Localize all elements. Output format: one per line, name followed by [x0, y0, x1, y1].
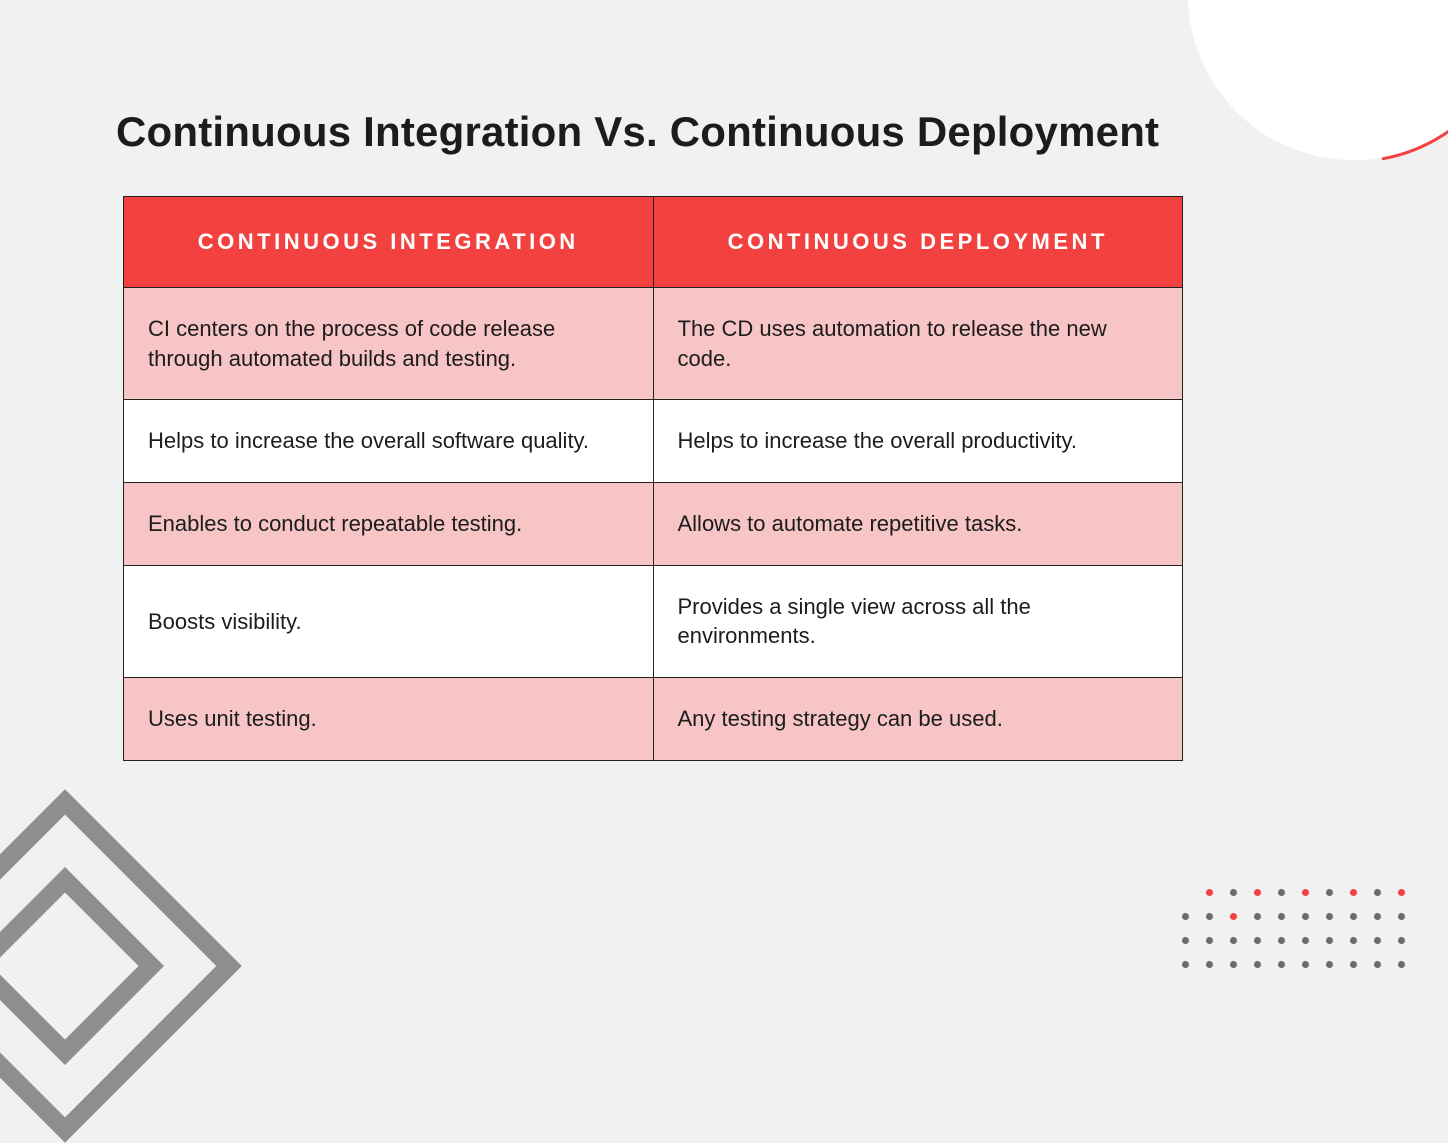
cell-cd: The CD uses automation to release the ne… — [653, 288, 1183, 400]
table-row: Boosts visibility. Provides a single vie… — [124, 565, 1183, 677]
cell-ci: CI centers on the process of code releas… — [124, 288, 654, 400]
table-header-row: CONTINUOUS INTEGRATION CONTINUOUS DEPLOY… — [124, 197, 1183, 288]
cell-ci: Boosts visibility. — [124, 565, 654, 677]
col-header-ci: CONTINUOUS INTEGRATION — [124, 197, 654, 288]
cell-ci: Uses unit testing. — [124, 678, 654, 761]
diamond-pattern-decor — [0, 789, 242, 1143]
corner-circle-decor — [1188, 0, 1448, 160]
table-row: Enables to conduct repeatable testing. A… — [124, 483, 1183, 566]
table-row: Helps to increase the overall software q… — [124, 400, 1183, 483]
cell-cd: Any testing strategy can be used. — [653, 678, 1183, 761]
cell-cd: Provides a single view across all the en… — [653, 565, 1183, 677]
comparison-table: CONTINUOUS INTEGRATION CONTINUOUS DEPLOY… — [123, 196, 1183, 761]
dot-grid-decor — [1182, 889, 1408, 971]
col-header-cd: CONTINUOUS DEPLOYMENT — [653, 197, 1183, 288]
table-row: CI centers on the process of code releas… — [124, 288, 1183, 400]
cell-cd: Helps to increase the overall productivi… — [653, 400, 1183, 483]
table-row: Uses unit testing. Any testing strategy … — [124, 678, 1183, 761]
cell-ci: Helps to increase the overall software q… — [124, 400, 654, 483]
cell-cd: Allows to automate repetitive tasks. — [653, 483, 1183, 566]
cell-ci: Enables to conduct repeatable testing. — [124, 483, 654, 566]
page-title: Continuous Integration Vs. Continuous De… — [116, 108, 1159, 156]
